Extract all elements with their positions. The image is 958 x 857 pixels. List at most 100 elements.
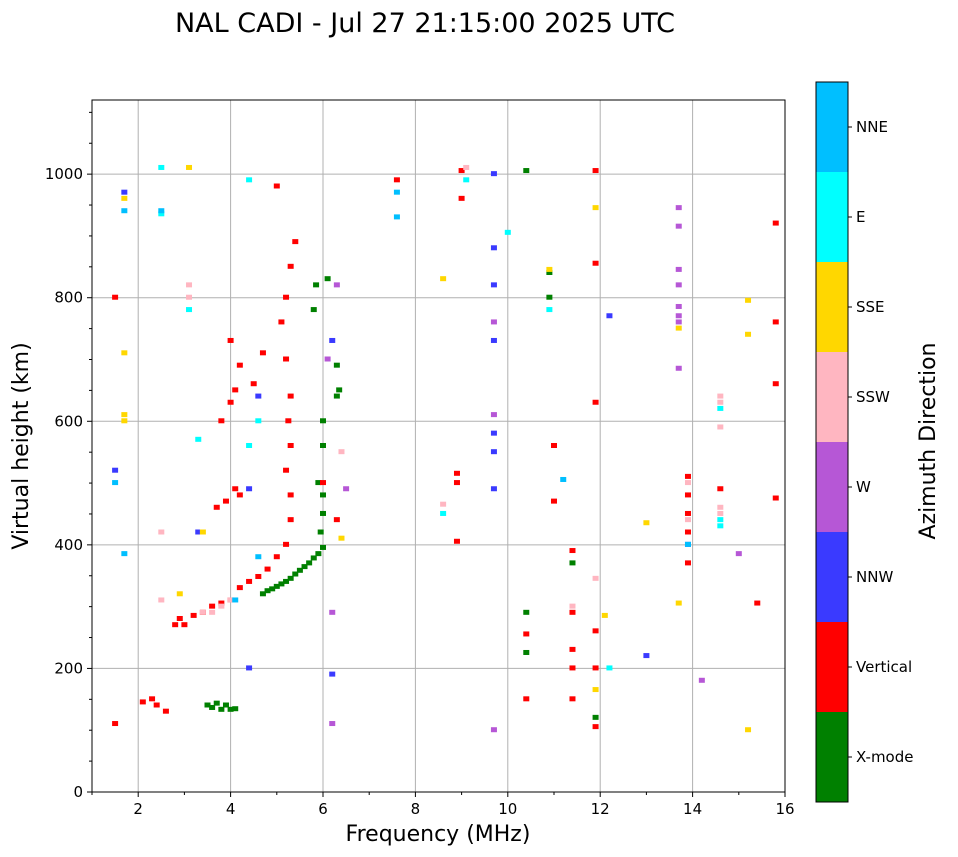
data-point	[255, 393, 262, 399]
data-point	[643, 520, 650, 526]
data-point	[283, 294, 290, 300]
data-point	[158, 164, 165, 170]
plot-background	[92, 100, 785, 792]
data-point	[162, 708, 169, 714]
data-point	[717, 424, 724, 430]
data-point	[490, 282, 497, 288]
data-point	[121, 551, 128, 557]
data-point	[546, 307, 553, 313]
data-point	[218, 603, 225, 609]
data-point	[227, 597, 234, 603]
series-ssw	[158, 164, 724, 615]
series-sse	[121, 164, 752, 733]
data-point	[675, 303, 682, 309]
data-point	[313, 282, 320, 288]
data-point	[283, 356, 290, 362]
x-tick-label: 10	[498, 800, 517, 818]
data-point	[112, 480, 119, 486]
data-point	[717, 486, 724, 492]
data-point	[287, 492, 294, 498]
y-tick-label: 600	[54, 412, 83, 430]
colorbar-tick-label: NNE	[856, 118, 888, 136]
data-point	[278, 319, 285, 325]
data-point	[236, 362, 243, 368]
data-point	[292, 239, 299, 245]
y-axis-label: Virtual height (km)	[9, 342, 34, 549]
data-point	[176, 616, 183, 621]
data-point	[754, 600, 761, 606]
data-point	[684, 510, 691, 516]
data-point	[675, 205, 682, 211]
data-point	[569, 603, 576, 609]
data-point	[287, 517, 294, 523]
data-point	[735, 551, 742, 557]
y-axis-ticks: 0 200 400 600 800 1000	[45, 111, 92, 801]
data-point	[453, 470, 460, 476]
data-point	[338, 535, 345, 541]
data-point	[675, 365, 682, 371]
plot-frame	[91, 99, 786, 793]
data-point	[523, 631, 530, 637]
data-point	[255, 418, 262, 424]
series-w	[324, 205, 742, 733]
data-point	[329, 337, 336, 343]
chart-title: NAL CADI - Jul 27 21:15:00 2025 UTC	[175, 8, 675, 39]
data-point	[772, 319, 779, 325]
data-point	[490, 449, 497, 455]
data-point	[675, 313, 682, 319]
colorbar-label: Azimuth Direction	[916, 342, 941, 539]
data-point	[333, 282, 340, 288]
colorbar-tick-label: E	[856, 208, 865, 226]
data-point	[278, 581, 285, 587]
series-nne	[112, 189, 691, 603]
data-point	[121, 208, 128, 214]
y-tick-label: 800	[54, 289, 83, 307]
data-point	[569, 548, 576, 554]
data-point	[546, 270, 553, 275]
data-point	[523, 696, 530, 702]
data-point	[329, 671, 336, 677]
data-point	[218, 706, 225, 712]
data-point	[158, 211, 165, 217]
data-point	[232, 597, 239, 603]
data-point	[153, 702, 160, 708]
data-point	[222, 702, 229, 708]
data-point	[569, 696, 576, 702]
data-point	[592, 714, 599, 720]
data-point	[320, 418, 326, 424]
colorbar-tick-label: SSE	[856, 298, 885, 316]
data-point	[463, 164, 470, 170]
data-point	[745, 297, 752, 303]
data-point	[121, 418, 128, 424]
x-tick-label: 8	[411, 800, 421, 818]
data-point	[490, 245, 497, 251]
data-point	[717, 517, 724, 523]
data-point	[315, 551, 322, 557]
data-point	[490, 727, 497, 733]
data-point	[209, 609, 216, 615]
data-point	[264, 588, 271, 594]
data-point	[463, 177, 470, 183]
data-point	[218, 600, 225, 606]
data-point	[490, 319, 497, 325]
data-point	[684, 517, 691, 523]
data-point	[333, 517, 340, 523]
data-point	[592, 260, 599, 266]
data-point	[772, 495, 779, 501]
data-point	[324, 276, 331, 282]
data-point	[250, 381, 257, 387]
colorbar-tick-label: X-mode	[856, 748, 913, 766]
plot-grid	[92, 100, 786, 793]
data-point	[317, 529, 324, 535]
data-point	[287, 575, 294, 581]
data-point	[246, 443, 253, 448]
data-point	[592, 205, 599, 211]
colorbar-segment	[816, 442, 848, 532]
data-point	[684, 529, 691, 535]
data-point	[213, 504, 220, 510]
data-point	[213, 700, 220, 706]
data-point	[149, 696, 156, 702]
data-point	[551, 443, 557, 448]
data-point	[592, 628, 599, 634]
